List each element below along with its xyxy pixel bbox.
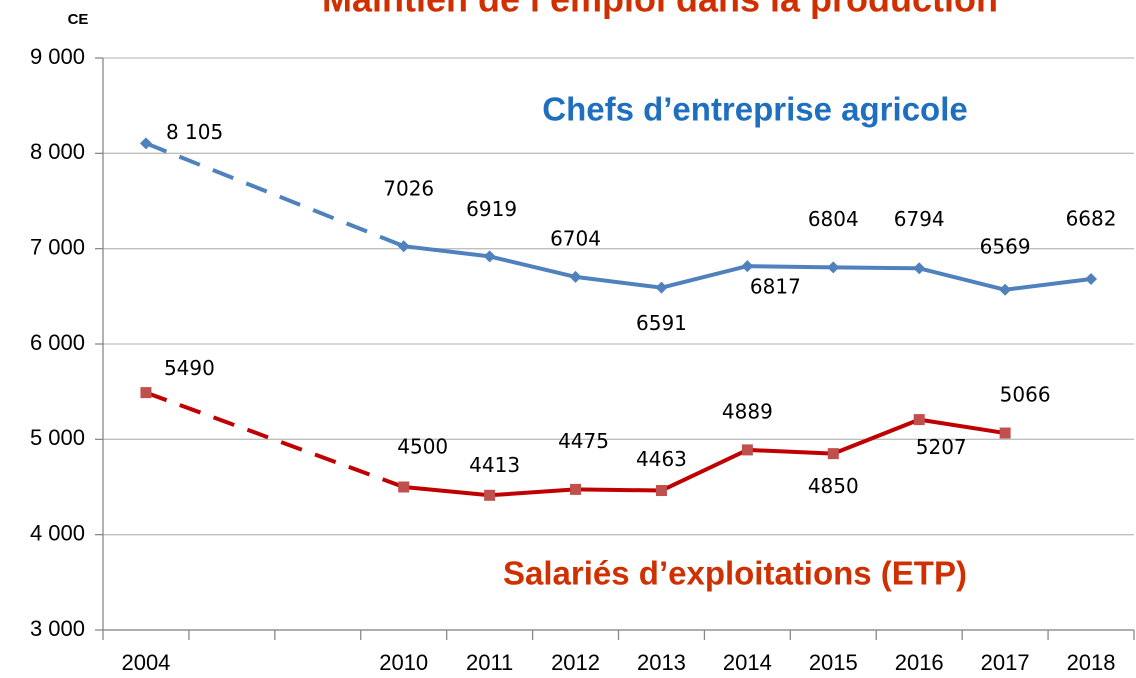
marker — [913, 262, 926, 275]
x-tick-label: 2011 — [466, 650, 513, 675]
data-label: 6817 — [750, 275, 801, 299]
marker — [398, 481, 410, 493]
data-label: 6591 — [636, 311, 687, 335]
marker — [655, 485, 667, 497]
marker — [999, 427, 1011, 439]
x-tick-label: 2013 — [637, 650, 686, 675]
data-label: 4463 — [636, 447, 687, 471]
x-tick-label: 2014 — [723, 650, 772, 675]
marker — [655, 281, 668, 294]
series-line — [403, 417, 1006, 498]
x-tick-label: 2004 — [121, 650, 170, 675]
marker — [140, 387, 152, 399]
data-label: 5490 — [164, 356, 215, 380]
marker — [483, 250, 496, 263]
marker — [569, 270, 582, 283]
gap-line — [145, 390, 405, 489]
marker — [570, 483, 582, 495]
annotation: Chefs d’entreprise agricole — [542, 91, 967, 128]
data-label: 4850 — [808, 474, 859, 498]
data-label: 6919 — [466, 197, 517, 221]
gap-line — [145, 141, 405, 249]
x-tick-label: 2017 — [981, 650, 1030, 675]
y-tick-label: 6 000 — [30, 330, 85, 355]
data-label: 6794 — [894, 207, 945, 231]
data-label: 4889 — [722, 399, 773, 423]
marker — [999, 283, 1012, 296]
y-tick-label: 4 000 — [30, 520, 85, 545]
annotation: Salariés d’exploitations (ETP) — [503, 555, 967, 592]
marker — [913, 414, 925, 426]
y-tick-label: 9 000 — [30, 44, 85, 69]
marker — [741, 260, 754, 273]
data-label: 5207 — [916, 435, 967, 459]
x-tick-label: 2018 — [1067, 650, 1116, 675]
marker — [139, 137, 152, 150]
y-tick-label: 7 000 — [30, 234, 85, 259]
x-tick-label: 2016 — [895, 650, 944, 675]
marker — [827, 261, 840, 274]
marker — [1085, 272, 1098, 285]
y-tick-label: 3 000 — [30, 616, 85, 641]
data-label: 8 105 — [166, 120, 223, 144]
y-tick-label: 8 000 — [30, 139, 85, 164]
marker — [397, 240, 410, 253]
data-label: 6569 — [980, 234, 1031, 258]
data-label: 4475 — [558, 429, 609, 453]
marker — [827, 448, 839, 460]
y-axis-label: CE — [68, 11, 89, 28]
data-label: 4413 — [469, 453, 520, 477]
data-label: 6804 — [808, 207, 859, 231]
y-tick-label: 5 000 — [30, 425, 85, 450]
data-label: 5066 — [1000, 383, 1051, 407]
x-tick-label: 2010 — [379, 650, 428, 675]
marker — [484, 489, 496, 501]
marker — [741, 444, 753, 456]
data-label: 6682 — [1066, 206, 1117, 230]
x-tick-label: 2012 — [551, 650, 600, 675]
chart-title: Maintien de l’emploi dans la production — [322, 0, 998, 20]
data-label: 6704 — [550, 226, 601, 250]
data-label: 7026 — [383, 177, 434, 201]
data-label: 4500 — [397, 435, 448, 459]
x-tick-label: 2015 — [809, 650, 858, 675]
